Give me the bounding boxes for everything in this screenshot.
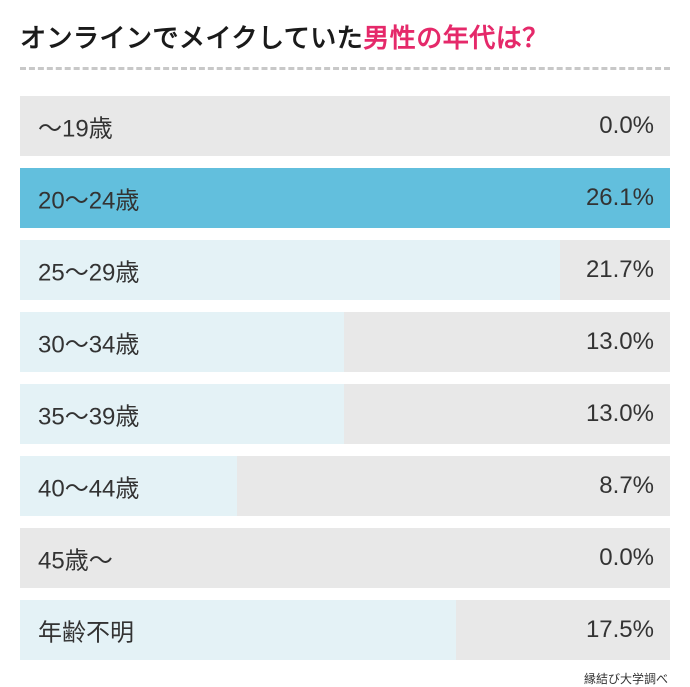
bar-row: 25〜29歳 21.7% xyxy=(20,240,670,300)
bar-value: 17.5% xyxy=(586,616,654,644)
bar-value: 26.1% xyxy=(586,184,654,212)
bar-value: 21.7% xyxy=(586,256,654,284)
bar-label: 30〜34歳 xyxy=(38,325,139,360)
bar-background xyxy=(20,528,670,588)
bar-row: 〜19歳 0.0% xyxy=(20,96,670,156)
bar-value: 13.0% xyxy=(586,328,654,356)
bar-label: 25〜29歳 xyxy=(38,253,139,288)
bar-label: 〜19歳 xyxy=(38,109,113,144)
bar-row: 30〜34歳 13.0% xyxy=(20,312,670,372)
title-divider xyxy=(20,67,670,70)
title-accent: 男性の年代は？ xyxy=(363,23,549,53)
bar-row: 年齢不明 17.5% xyxy=(20,600,670,660)
bar-row: 40〜44歳 8.7% xyxy=(20,456,670,516)
bar-row: 20〜24歳 26.1% xyxy=(20,168,670,228)
bar-value: 0.0% xyxy=(599,112,654,140)
bar-label: 45歳〜 xyxy=(38,541,113,576)
chart-container: オンラインでメイクしていた男性の年代は？ 〜19歳 0.0% 20〜24歳 26.1%… xyxy=(0,0,690,687)
bar-background xyxy=(20,96,670,156)
bar-row: 35〜39歳 13.0% xyxy=(20,384,670,444)
bar-value: 8.7% xyxy=(599,472,654,500)
bar-rows: 〜19歳 0.0% 20〜24歳 26.1% 25〜29歳 21.7% 30〜34歳 13.0… xyxy=(20,96,670,660)
bar-label: 20〜24歳 xyxy=(38,181,139,216)
bar-label: 35〜39歳 xyxy=(38,397,139,432)
bar-row: 45歳〜 0.0% xyxy=(20,528,670,588)
source-credit: 縁結び大学調べ xyxy=(20,670,670,687)
bar-label: 年齢不明 xyxy=(38,613,134,648)
bar-value: 13.0% xyxy=(586,400,654,428)
bar-value: 0.0% xyxy=(599,544,654,572)
bar-label: 40〜44歳 xyxy=(38,469,139,504)
chart-title: オンラインでメイクしていた男性の年代は？ xyxy=(20,18,670,55)
title-prefix: オンラインでメイクしていた xyxy=(20,23,363,53)
